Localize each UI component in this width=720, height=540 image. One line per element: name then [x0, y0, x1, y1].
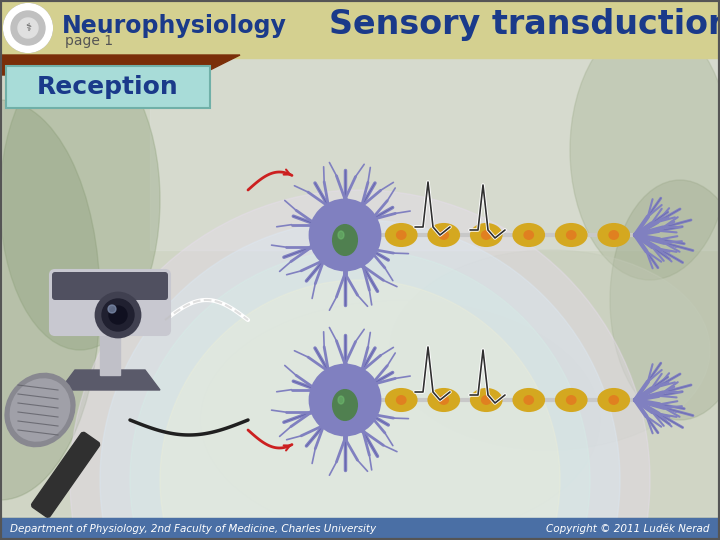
Circle shape	[4, 4, 52, 52]
Text: Reception: Reception	[37, 75, 179, 99]
Ellipse shape	[428, 389, 459, 411]
Ellipse shape	[598, 389, 629, 411]
Ellipse shape	[0, 50, 160, 350]
Ellipse shape	[438, 230, 449, 240]
Ellipse shape	[396, 230, 407, 240]
Ellipse shape	[556, 224, 587, 246]
Polygon shape	[0, 55, 240, 75]
Ellipse shape	[481, 395, 492, 405]
Circle shape	[11, 11, 45, 45]
Ellipse shape	[570, 20, 720, 280]
Ellipse shape	[556, 389, 587, 411]
Ellipse shape	[338, 396, 344, 404]
Ellipse shape	[9, 378, 71, 442]
Ellipse shape	[513, 389, 544, 411]
Ellipse shape	[0, 100, 100, 500]
FancyBboxPatch shape	[6, 66, 210, 108]
Ellipse shape	[200, 300, 600, 540]
Ellipse shape	[608, 395, 619, 405]
Text: Copyright © 2011 Luděk Nerad: Copyright © 2011 Luděk Nerad	[546, 524, 710, 534]
Ellipse shape	[438, 395, 449, 405]
Circle shape	[310, 365, 380, 435]
Ellipse shape	[338, 231, 344, 239]
Circle shape	[109, 306, 127, 324]
Text: Neurophysiology: Neurophysiology	[62, 14, 287, 38]
Circle shape	[108, 305, 116, 313]
Ellipse shape	[333, 390, 357, 420]
Bar	[100, 325, 120, 375]
Ellipse shape	[481, 230, 492, 240]
Ellipse shape	[390, 250, 710, 450]
Text: page 1: page 1	[65, 34, 113, 48]
FancyBboxPatch shape	[52, 272, 168, 300]
Ellipse shape	[70, 190, 650, 540]
Ellipse shape	[513, 224, 544, 246]
Ellipse shape	[598, 224, 629, 246]
Bar	[0, 518, 720, 540]
Ellipse shape	[386, 224, 417, 246]
Circle shape	[102, 299, 134, 331]
Ellipse shape	[100, 220, 620, 540]
Ellipse shape	[523, 395, 534, 405]
Ellipse shape	[160, 280, 560, 540]
Ellipse shape	[396, 395, 407, 405]
Text: Sensory transduction: Sensory transduction	[328, 8, 720, 41]
Bar	[150, 0, 720, 250]
Bar	[2, 58, 718, 516]
Ellipse shape	[566, 230, 577, 240]
Text: ⚕: ⚕	[25, 23, 31, 33]
Polygon shape	[60, 370, 160, 390]
Ellipse shape	[6, 374, 74, 446]
Ellipse shape	[471, 224, 502, 246]
Ellipse shape	[566, 395, 577, 405]
Text: Department of Physiology, 2nd Faculty of Medicine, Charles University: Department of Physiology, 2nd Faculty of…	[10, 524, 376, 534]
Circle shape	[18, 18, 38, 38]
FancyBboxPatch shape	[50, 270, 170, 335]
FancyBboxPatch shape	[32, 432, 99, 517]
Ellipse shape	[610, 180, 720, 420]
Ellipse shape	[608, 230, 619, 240]
Ellipse shape	[386, 389, 417, 411]
Ellipse shape	[523, 230, 534, 240]
Circle shape	[96, 293, 140, 337]
Ellipse shape	[428, 224, 459, 246]
Ellipse shape	[471, 389, 502, 411]
Ellipse shape	[333, 225, 357, 255]
Circle shape	[310, 200, 380, 270]
Ellipse shape	[130, 250, 590, 540]
Bar	[0, 0, 720, 58]
